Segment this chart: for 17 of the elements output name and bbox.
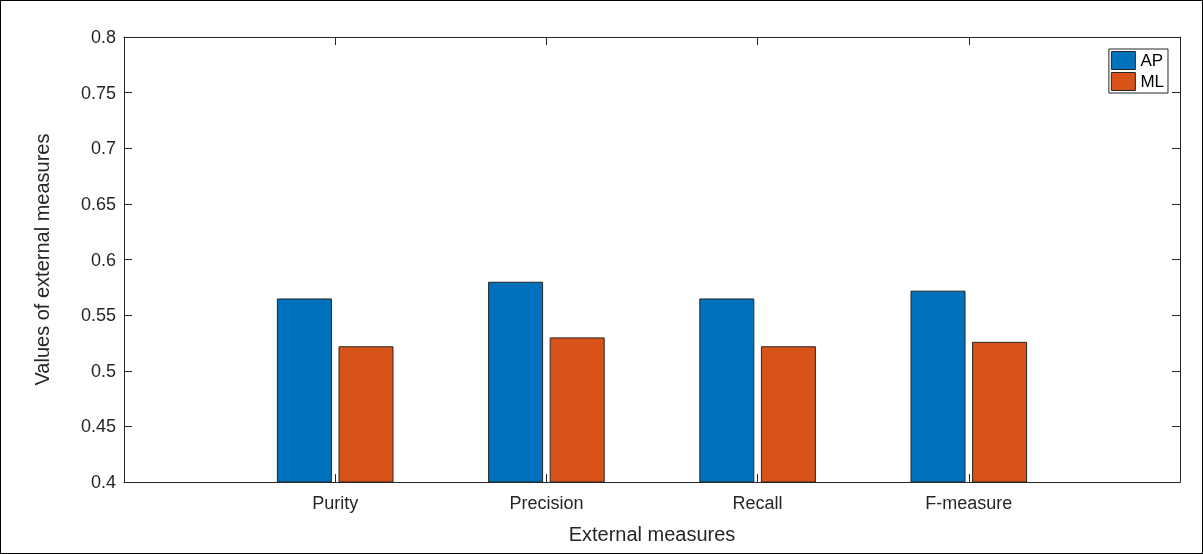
x-tick-label: Purity: [312, 493, 359, 513]
y-tick-label: 0.5: [90, 360, 116, 381]
legend-label: AP: [1140, 51, 1164, 70]
x-tick-label: Recall: [732, 493, 783, 513]
legend-label: ML: [1140, 72, 1165, 91]
y-tick-label: 0.65: [80, 193, 116, 214]
y-axis-title: Values of external measures: [31, 133, 53, 386]
y-tick-label: 0.6: [90, 249, 116, 270]
y-tick-label: 0.4: [90, 472, 116, 492]
y-tick-label: 0.55: [80, 305, 116, 326]
y-tick-label: 0.8: [90, 27, 116, 47]
y-tick-label: 0.7: [90, 138, 116, 159]
x-tick-label: F-measure: [925, 493, 1013, 513]
y-tick-label: 0.75: [80, 82, 116, 103]
x-tick-label: Precision: [509, 493, 584, 513]
y-tick-label: 0.45: [80, 416, 116, 437]
x-axis-title: External measures: [568, 523, 736, 545]
